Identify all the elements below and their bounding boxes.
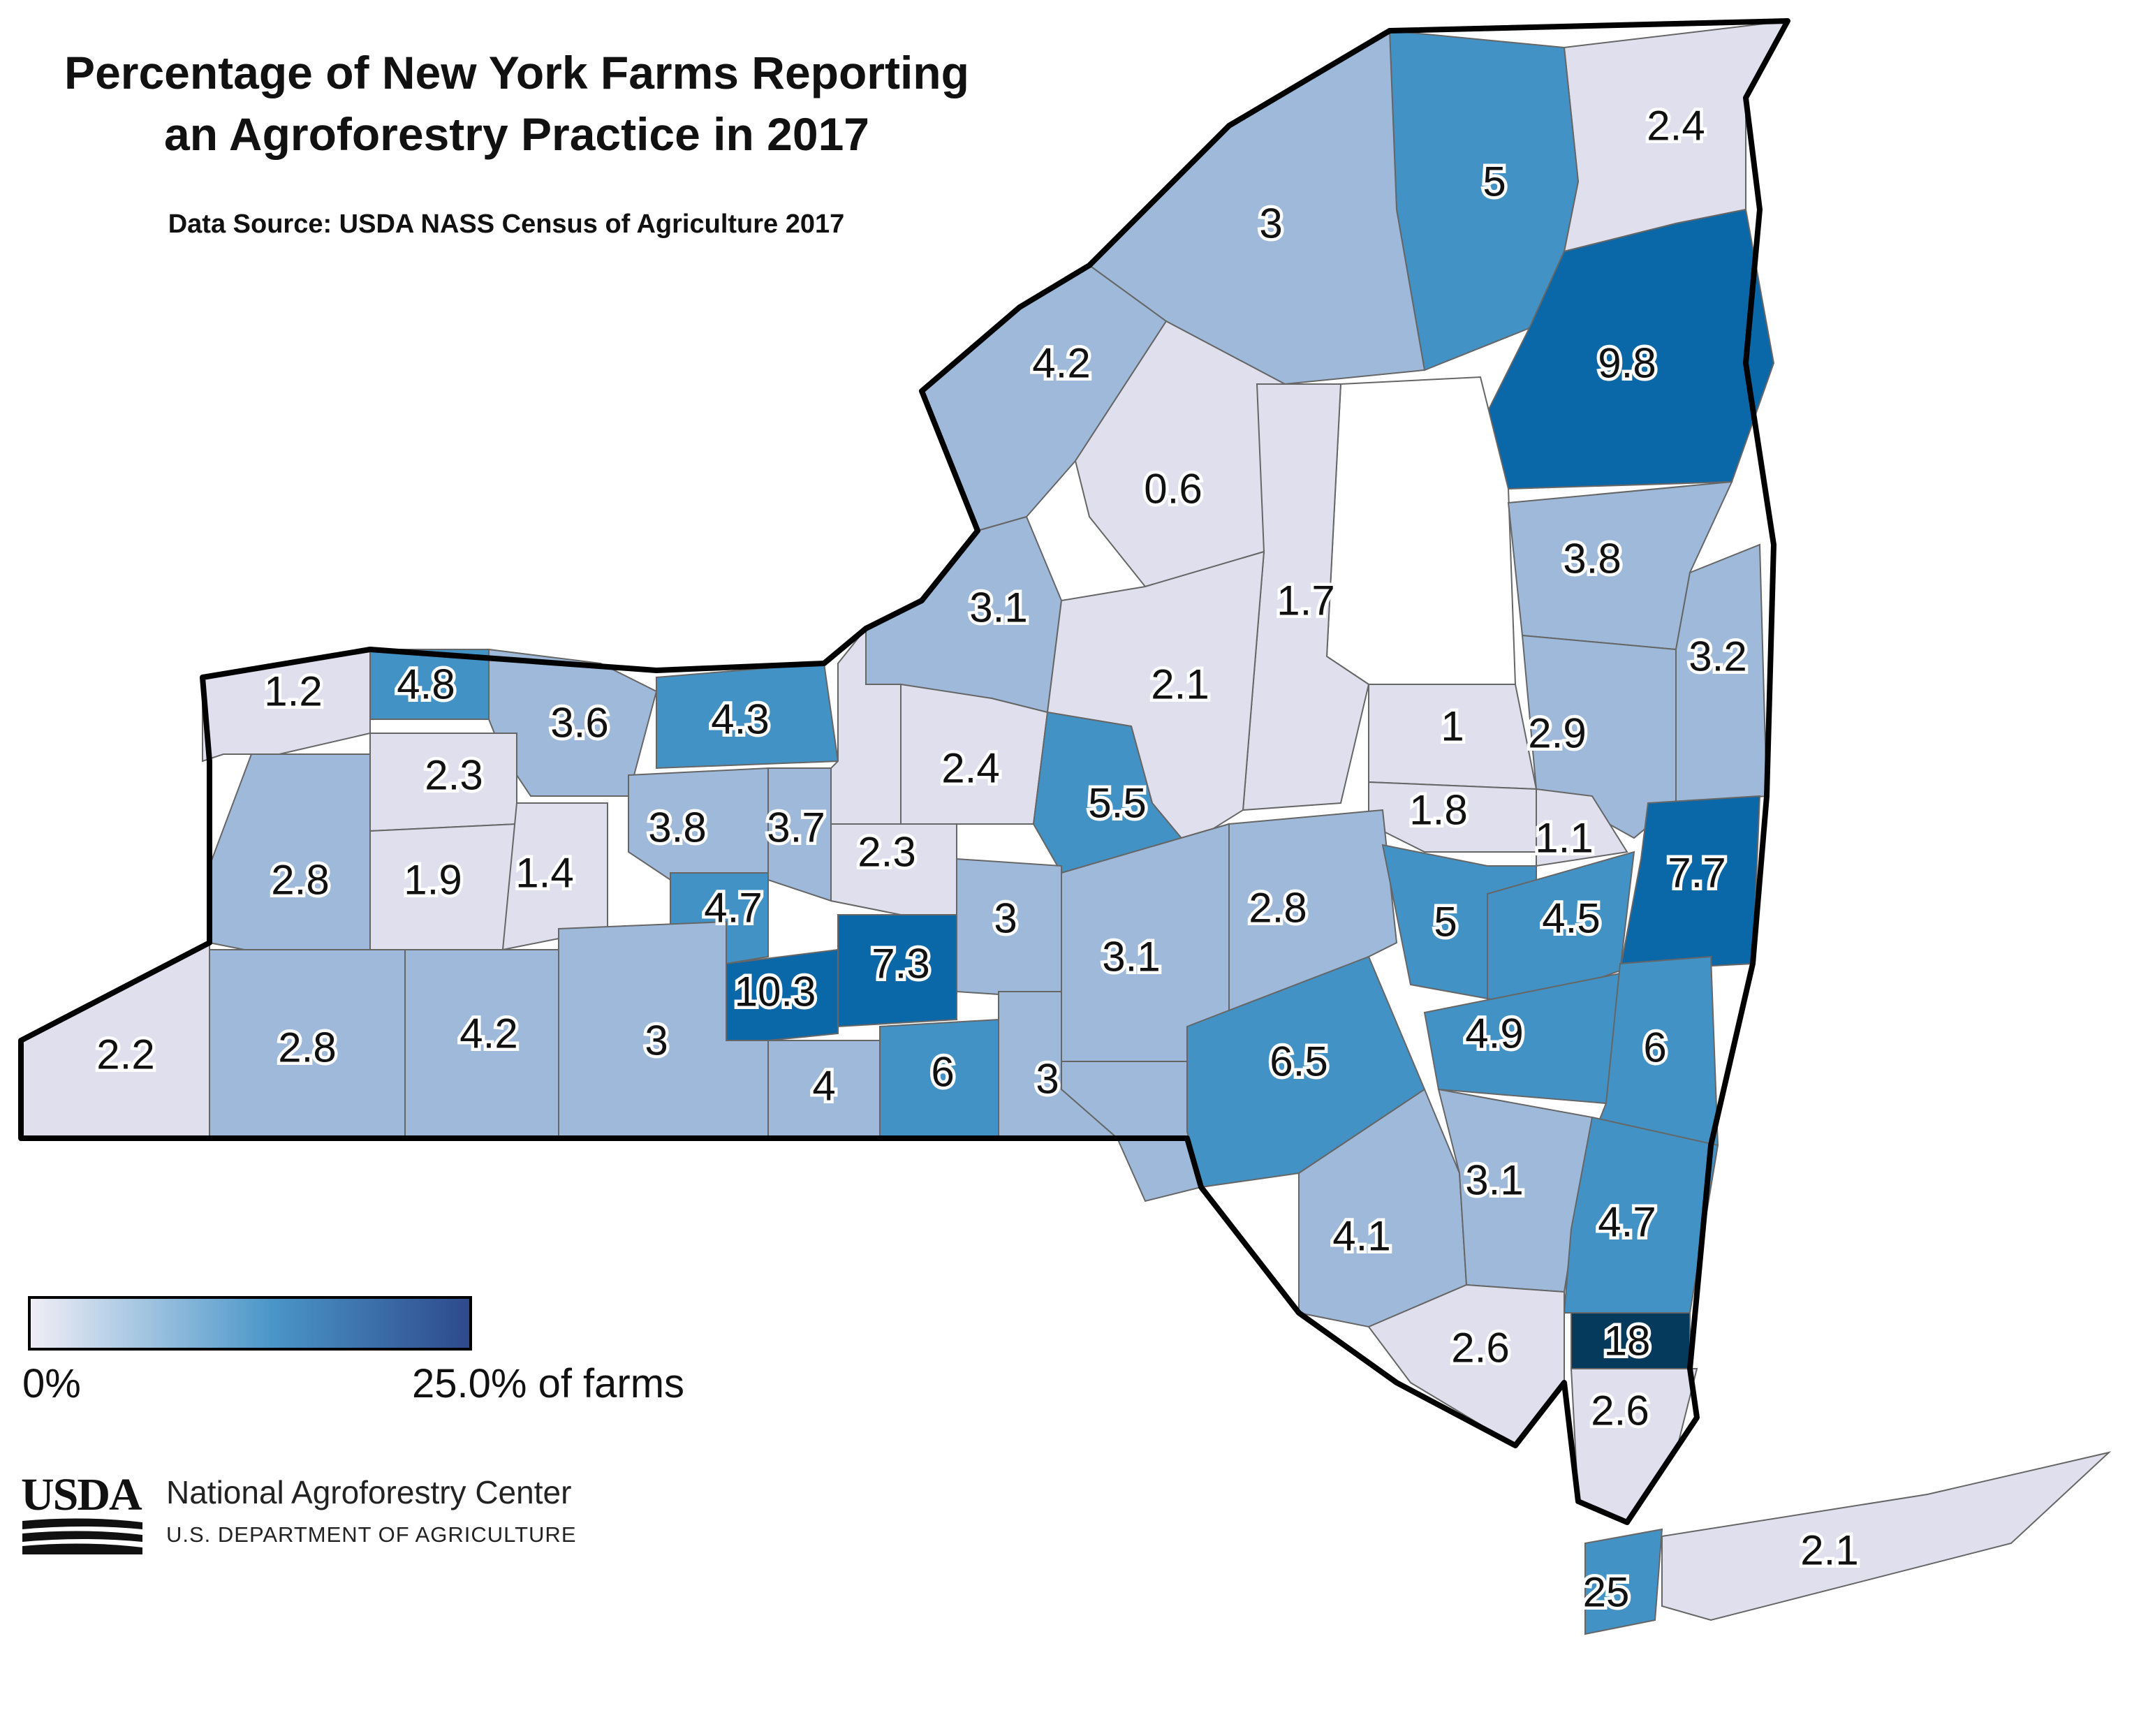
county-value-label: 5.5 [1088,780,1146,827]
usda-logo-text: USDA [21,1469,142,1520]
county-suffolk [1661,1451,2112,1621]
county-value-label: 3.8 [1563,536,1621,582]
legend-max-label: 25.0% of farms [412,1361,685,1406]
map-title: Percentage of New York Farms Reporting a… [28,42,1006,165]
county-value-label: 5 [1483,159,1506,205]
county-value-label: 3.7 [767,804,825,851]
county-value-label: 2.1 [1151,661,1209,708]
county-value-label: 0.6 [1144,466,1202,513]
county-value-label: 4.1 [1332,1213,1390,1260]
county-value-label: 6 [931,1049,954,1096]
county-value-label: 2.3 [425,752,483,799]
county-value-label: 1.7 [1277,578,1334,624]
county-value-label: 3.1 [1465,1157,1523,1204]
county-value-label: 3.1 [1102,934,1160,980]
county-value-label: 6.5 [1270,1038,1327,1085]
county-value-label: 2.3 [858,829,915,876]
county-value-label: 10.3 [735,969,816,1015]
county-hamilton [1325,376,1517,685]
county-tompkins [837,914,957,1028]
county-value-label: 2.2 [96,1031,154,1078]
county-value-label: 3.2 [1689,633,1746,680]
county-value-label: 7.3 [871,941,929,987]
county-value-label: 2.8 [278,1024,336,1071]
county-value-label: 25 [1583,1569,1630,1616]
org-name: National Agroforestry Center [166,1474,572,1510]
county-value-label: 3.8 [648,804,706,851]
county-value-label: 4.2 [459,1010,517,1057]
county-schuyler [726,948,839,1041]
county-value-label: 2.9 [1528,710,1586,757]
county-value-label: 3 [994,895,1017,942]
county-value-label: 2.1 [1800,1527,1858,1574]
county-value-label: 1.1 [1535,815,1593,862]
county-value-label: 2.6 [1591,1388,1649,1434]
county-value-labels: 2.4 5 3 9.8 4.2 0.6 3.8 1.7 3.1 3.2 2.1 1.2 4.8 3.6 4.… [94,99,1862,1619]
county-value-label: 3.1 [969,584,1027,631]
county-value-label: 4 [812,1063,835,1110]
county-value-label: 3 [645,1017,668,1064]
county-value-label: 2.8 [271,857,329,904]
county-value-label: 3.6 [550,700,608,746]
county-fills [20,20,2112,1635]
data-source-note: Data Source: USDA NASS Census of Agricul… [168,209,845,239]
county-value-label: 3 [1036,1056,1059,1103]
title-line-2: an Agroforestry Practice in 2017 [164,108,869,160]
county-value-label: 1.4 [515,850,573,897]
county-value-label: 2.4 [941,745,999,792]
county-value-label: 4.3 [711,696,769,743]
county-value-label: 1.8 [1409,787,1467,834]
county-erie [209,753,371,958]
legend-min-label: 0% [22,1361,81,1406]
county-value-label: 9.8 [1598,340,1656,387]
county-value-label: 1.9 [404,857,462,904]
county-value-label: 4.5 [1542,895,1600,942]
legend-color-ramp [28,1296,472,1351]
county-value-label: 1 [1441,703,1464,750]
county-value-label: 7.7 [1668,850,1726,897]
county-value-label: 4.8 [397,661,455,708]
county-value-label: 2.8 [1249,885,1307,932]
county-kings [1584,1528,1663,1635]
county-value-label: 1.2 [264,668,322,715]
title-line-1: Percentage of New York Farms Reporting [64,47,969,98]
county-value-label: 4.9 [1465,1010,1523,1057]
county-value-label: 4.7 [704,885,762,932]
county-schenectady [1536,788,1628,867]
county-value-label: 5 [1434,899,1457,946]
usda-logo: USDA [21,1469,144,1554]
county-value-label: 3 [1259,200,1282,247]
org-department: U.S. DEPARTMENT OF AGRICULTURE [166,1522,577,1547]
county-value-label: 4.7 [1598,1199,1656,1246]
county-value-label: 4.2 [1032,340,1090,387]
county-value-label: 2.6 [1451,1325,1509,1371]
county-value-label: 2.4 [1647,103,1705,149]
county-value-label: 18 [1604,1318,1651,1364]
county-value-label: 6 [1643,1024,1666,1071]
state-outline [18,18,1790,1525]
